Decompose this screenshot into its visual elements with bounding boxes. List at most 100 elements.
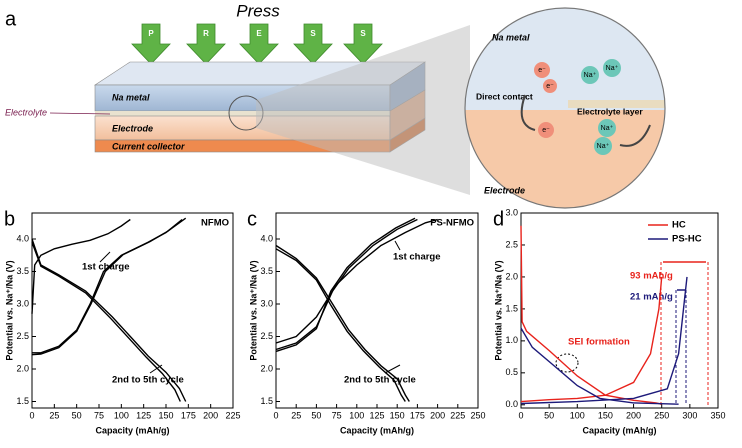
x-tick-label: 250 (654, 410, 669, 420)
data-line (31, 217, 187, 356)
x-tick-label: 25 (291, 410, 301, 420)
x-tick-label: 225 (225, 410, 240, 420)
flow-arrow (619, 124, 651, 147)
plot-frame (520, 212, 719, 409)
x-tick-label: 75 (332, 410, 342, 420)
y-tick-label: 3.0 (16, 298, 29, 308)
x-axis-label: Capacity (mAh/g) (95, 425, 169, 435)
pointer (49, 112, 111, 115)
press-letter: S (360, 29, 366, 38)
layer-label: Current collector (112, 141, 185, 151)
zoom-label: Electrolyte layer (577, 106, 643, 116)
panel-label: a (5, 8, 17, 30)
press-letter: P (148, 29, 154, 38)
zoom-label: Na metal (492, 32, 530, 42)
annotation: 2nd to 5th cycle (344, 375, 416, 386)
x-tick-label: 175 (181, 410, 196, 420)
annotation: 93 mAh/g (630, 271, 673, 282)
y-axis-label: Potential vs. Na⁺/Na (V) (4, 260, 14, 360)
y-tick-label: 3.5 (16, 266, 29, 276)
x-tick-label: 200 (430, 410, 445, 420)
annotation: 1st charge (82, 262, 130, 273)
x-tick-label: 75 (94, 410, 104, 420)
x-axis-label: Capacity (mAh/g) (582, 425, 656, 435)
x-tick-label: 150 (390, 410, 405, 420)
chart-title: PS-NFMO (430, 218, 474, 229)
layer-label: Electrolyte (5, 107, 47, 117)
y-tick-label: 1.0 (505, 335, 518, 345)
press-label: Press (236, 1, 280, 20)
data-line (275, 218, 438, 344)
highlight (555, 353, 579, 373)
pointer (99, 251, 111, 263)
zoom-label: Direct contact (476, 91, 533, 101)
layer-label: Na metal (112, 92, 150, 102)
y-tick-label: 0.5 (505, 367, 518, 377)
legend-label: PS-HC (672, 234, 702, 245)
x-tick-label: 0 (518, 410, 523, 420)
x-tick-label: 175 (410, 410, 425, 420)
press-letter: R (203, 29, 209, 38)
y-axis-label: Potential vs. Na⁺/Na (V) (248, 260, 258, 360)
chart-title: NFMO (201, 218, 229, 229)
y-tick-label: 2.5 (505, 239, 518, 249)
y-tick-label: 2.0 (260, 363, 273, 373)
y-axis-label: Potential vs. Na⁺/Na (V) (493, 260, 503, 360)
x-tick-label: 25 (49, 410, 59, 420)
zoom-cone (256, 25, 470, 195)
data-line (275, 244, 410, 402)
data-line (32, 218, 183, 354)
x-tick-label: 200 (203, 410, 218, 420)
annotation: 1st charge (393, 252, 441, 263)
annotation: SEI formation (568, 337, 630, 348)
legend-label: HC (672, 220, 686, 231)
y-tick-label: 3.0 (505, 207, 518, 217)
y-tick-label: 1.5 (505, 303, 518, 313)
x-tick-label: 0 (273, 410, 278, 420)
flow-arrow (520, 94, 536, 131)
ion: Na⁺ (606, 65, 619, 72)
y-tick-label: 2.0 (505, 271, 518, 281)
x-tick-label: 225 (450, 410, 465, 420)
y-tick-label: 2.5 (16, 331, 29, 341)
pointer (384, 364, 401, 374)
y-tick-label: 1.5 (16, 396, 29, 406)
data-line (520, 276, 688, 405)
data-line (275, 217, 416, 353)
zoom-label: Electrode (484, 185, 525, 195)
layer-label: Electrode (112, 123, 153, 133)
x-tick-label: 100 (570, 410, 585, 420)
zoom-border (464, 7, 666, 209)
x-tick-label: 50 (72, 410, 82, 420)
x-tick-label: 0 (29, 410, 34, 420)
data-line (31, 238, 187, 402)
ion: Na⁺ (601, 125, 614, 132)
ion: e⁻ (546, 83, 554, 90)
x-tick-label: 100 (349, 410, 364, 420)
panel-label: c (247, 208, 257, 230)
ion: Na⁺ (597, 143, 610, 150)
y-tick-label: 0.0 (505, 399, 518, 409)
y-tick-label: 2.5 (260, 331, 273, 341)
ion: e⁻ (542, 127, 550, 134)
x-axis-label: Capacity (mAh/g) (340, 425, 414, 435)
x-tick-label: 150 (158, 410, 173, 420)
x-tick-label: 100 (114, 410, 129, 420)
press-letter: S (310, 29, 316, 38)
data-line (31, 242, 181, 402)
capacity-markers (660, 261, 709, 405)
annotation: 2nd to 5th cycle (112, 375, 184, 386)
x-tick-label: 50 (311, 410, 321, 420)
x-tick-label: 300 (682, 410, 697, 420)
ion: Na⁺ (584, 72, 597, 79)
y-tick-label: 1.5 (260, 396, 273, 406)
press-arrows (131, 23, 383, 65)
y-tick-label: 3.0 (260, 298, 273, 308)
data-line (275, 248, 406, 402)
x-tick-label: 350 (710, 410, 725, 420)
x-tick-label: 50 (544, 410, 554, 420)
x-tick-label: 150 (598, 410, 613, 420)
pointer (394, 240, 401, 251)
data-line (31, 218, 131, 314)
